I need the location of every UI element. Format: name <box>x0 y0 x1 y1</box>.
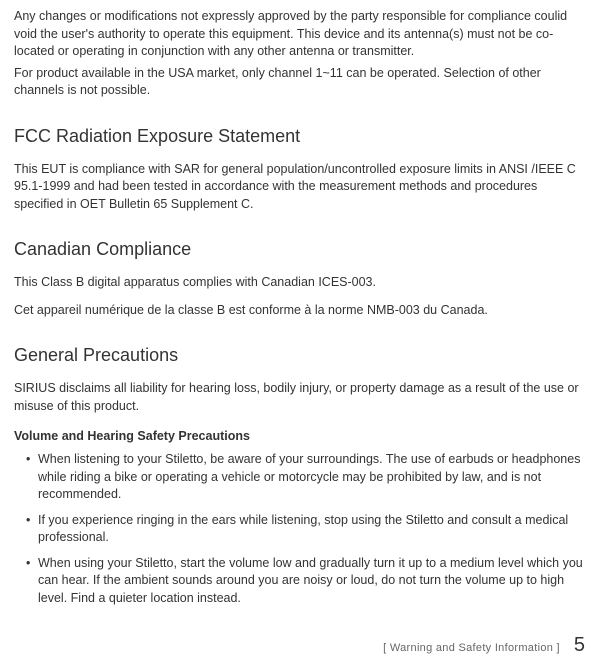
volume-sub-heading: Volume and Hearing Safety Precautions <box>14 429 585 443</box>
general-heading: General Precautions <box>14 345 585 366</box>
list-item: If you experience ringing in the ears wh… <box>26 512 585 547</box>
list-item: When listening to your Stiletto, be awar… <box>26 451 585 504</box>
page-number: 5 <box>574 634 585 657</box>
canadian-paragraph-2: Cet appareil numérique de la classe B es… <box>14 302 585 320</box>
page-footer: [ Warning and Safety Information ] 5 <box>383 634 585 657</box>
canadian-heading: Canadian Compliance <box>14 239 585 260</box>
general-body: SIRIUS disclaims all liability for heari… <box>14 380 585 415</box>
canadian-paragraph-1: This Class B digital apparatus complies … <box>14 274 585 292</box>
list-item: When using your Stiletto, start the volu… <box>26 555 585 608</box>
footer-section-label: [ Warning and Safety Information ] <box>383 642 560 654</box>
intro-paragraph-2: For product available in the USA market,… <box>14 65 585 100</box>
fcc-heading: FCC Radiation Exposure Statement <box>14 126 585 147</box>
precautions-list: When listening to your Stiletto, be awar… <box>14 451 585 607</box>
fcc-body: This EUT is compliance with SAR for gene… <box>14 161 585 214</box>
intro-paragraph-1: Any changes or modifications not express… <box>14 8 585 61</box>
